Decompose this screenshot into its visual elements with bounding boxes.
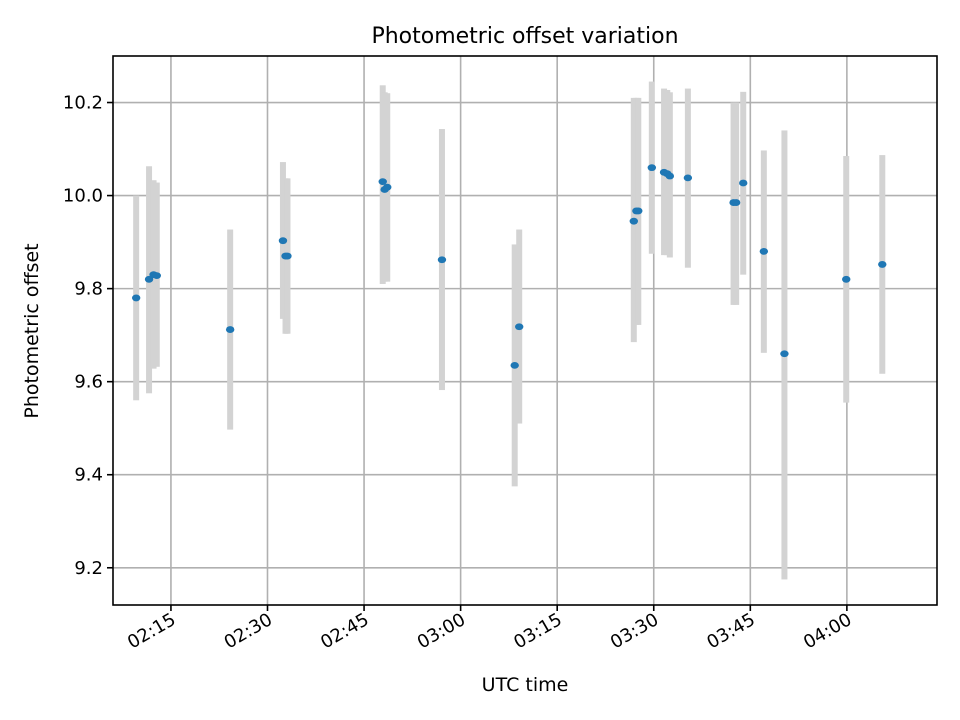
plot-frame [112,55,938,606]
x-tick-label: 02:30 [221,609,276,653]
x-axis-label: UTC time [482,674,569,696]
data-point [152,272,161,279]
data-point [510,361,519,369]
data-point [780,350,789,358]
data-point [878,261,887,268]
data-points [131,164,887,369]
data-point [144,275,154,283]
y-tick-label: 9.8 [74,279,103,300]
data-point [842,275,851,283]
y-axis-label: Photometric offset [21,243,43,418]
error-bars [133,81,886,580]
x-tick-label: 04:00 [800,609,855,653]
grid-lines [113,56,937,605]
x-tick-label: 02:45 [317,609,372,653]
data-point [437,256,447,264]
x-tick-label: 03:30 [607,609,662,653]
y-tick-label: 10.2 [63,93,103,114]
data-point [739,179,748,187]
y-tick-label: 10.0 [63,186,103,207]
data-point [283,252,292,260]
data-point [647,164,657,172]
data-point [378,178,387,186]
x-tick-label: 02:15 [124,609,179,653]
y-tick-label: 9.6 [74,372,103,393]
data-point [731,199,741,206]
data-point [759,248,769,255]
data-point [634,207,643,215]
x-tick-label: 03:45 [703,609,758,653]
data-point [131,294,141,302]
data-point [278,237,288,245]
chart-title: Photometric offset variation [371,24,678,49]
x-tick-label: 03:00 [414,609,469,653]
data-point [665,172,675,180]
data-point [383,183,392,191]
data-point [683,174,693,182]
data-point [515,323,524,331]
y-tick-label: 9.2 [74,558,103,579]
data-point [225,326,235,333]
y-tick-label: 9.4 [74,465,103,486]
x-tick-label: 03:15 [510,609,565,653]
data-point [629,217,638,225]
